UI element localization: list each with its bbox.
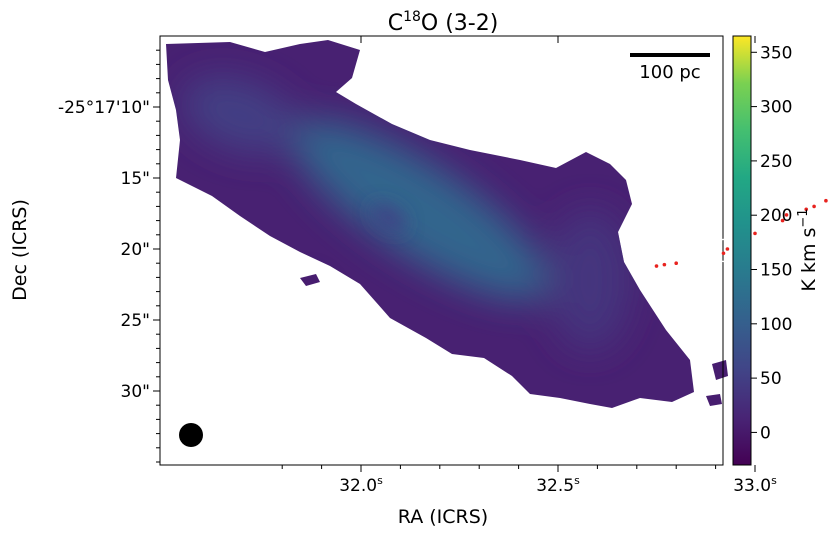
colorbar-label: K km s−1 [796, 208, 820, 291]
emission-island [706, 394, 722, 406]
colorbar-tick-label: 100 [760, 315, 792, 335]
y-tick-label: 20" [121, 240, 150, 260]
source-marker [780, 218, 785, 223]
aperture-circle [774, 207, 799, 231]
colorbar-tick-label: 350 [760, 43, 792, 63]
beam-ellipse [179, 423, 203, 447]
emission-island [300, 274, 320, 286]
scale-bar-label: 100 pc [639, 62, 700, 83]
aperture-circle [660, 252, 684, 277]
y-axis-label: Dec (ICRS) [9, 199, 31, 301]
source-marker [662, 262, 667, 267]
source-marker [721, 251, 726, 256]
source-marker [674, 261, 678, 266]
source-marker [804, 207, 809, 212]
emission-islands [300, 274, 728, 406]
x-tick-label: 32.0s [339, 474, 383, 496]
y-tick-label: 15" [121, 169, 150, 189]
y-tick-label: -25°17'10" [58, 98, 150, 118]
emission-map [166, 40, 728, 408]
colorbar-tick-label: 200 [760, 206, 792, 226]
y-axis: -25°17'10" 15" 20" 25" 30" [58, 49, 160, 463]
source-marker [725, 247, 730, 251]
source-marker [824, 198, 828, 203]
emission-glow [182, 77, 694, 350]
colorbar-tick-label: 50 [760, 369, 782, 389]
source-marker [753, 231, 757, 236]
emission-peak [297, 272, 330, 297]
colorbar-tick-label: 150 [760, 261, 792, 281]
source-marker [812, 204, 816, 209]
plot-frame [159, 35, 724, 466]
aperture-circle [810, 191, 830, 216]
chart-title: C18O (3-2) [388, 9, 499, 36]
y-tick-label: 25" [121, 311, 150, 331]
y-tick-label: 30" [121, 382, 150, 402]
colorbar-label-superscript: −1 [796, 208, 811, 227]
chart-title-superscript: 18 [403, 9, 421, 25]
emission-island [712, 360, 728, 380]
emission-peak [371, 204, 406, 231]
colorbar-tick-label: 0 [760, 423, 771, 443]
emission-peak [645, 247, 692, 285]
scale-bar: 100 pc [630, 53, 710, 83]
x-tick-label: 32.5s [536, 474, 580, 496]
source-marker [654, 264, 659, 268]
colorbar-ticks: 0 50 100 150 200 250 300 350 [751, 43, 792, 443]
x-axis-label: RA (ICRS) [398, 506, 488, 528]
colorbar-tick-label: 250 [760, 152, 792, 172]
colorbar: 0 50 100 150 200 250 300 350 K km s−1 [732, 35, 820, 466]
x-tick-label: 33.0s [733, 474, 777, 496]
colorbar-gradient [732, 35, 752, 466]
colorbar-tick-label: 300 [760, 98, 792, 118]
source-marker [784, 213, 789, 217]
